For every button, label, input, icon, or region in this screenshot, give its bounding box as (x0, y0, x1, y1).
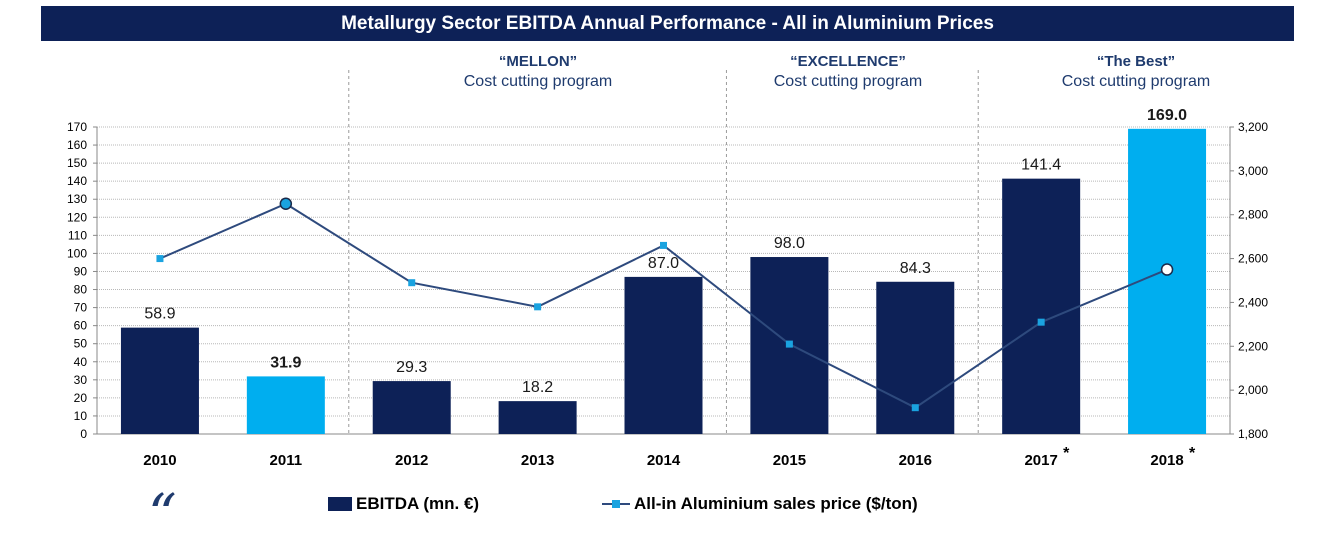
ebitda-bar (624, 276, 703, 434)
left-tick-label: 40 (74, 355, 88, 369)
program-name: “The Best” (1096, 53, 1176, 70)
price-marker (1037, 318, 1045, 326)
legend-ebitda-label: EBITDA (mn. €) (356, 494, 480, 513)
ebitda-data-label: 87.0 (648, 255, 679, 272)
left-tick-label: 160 (67, 138, 87, 152)
right-tick-label: 2,000 (1238, 383, 1268, 397)
program-desc: Cost cutting program (773, 73, 923, 90)
left-tick-label: 140 (67, 174, 87, 188)
price-marker (156, 255, 164, 263)
price-marker (1160, 263, 1174, 276)
legend-price: All-in Aluminium sales price ($/ton) (602, 494, 918, 514)
quote-icon: “ (148, 483, 177, 548)
ebitda-chart: 0 10 20 30 40 50 60 70 80 90 100 110 120 130 140 150 160… (67, 70, 1268, 469)
left-tick-label: 90 (74, 264, 88, 278)
x-tick-footnote-mark: * (1063, 445, 1070, 462)
left-tick-label: 120 (67, 210, 87, 224)
left-tick-label: 60 (74, 319, 88, 333)
ebitda-data-label: 98.0 (774, 235, 805, 252)
program-name: “MELLON” (498, 53, 578, 70)
legend-line-swatch (602, 497, 630, 511)
program-excellence: “EXCELLENCE” Cost cutting program (724, 52, 972, 92)
x-tick-label: 2011 (270, 452, 303, 469)
left-tick-label: 70 (74, 301, 88, 315)
legend-ebitda: EBITDA (mn. €) (328, 494, 479, 514)
right-tick-label: 2,200 (1238, 339, 1268, 353)
x-tick-label: 2018 (1150, 452, 1183, 469)
ebitda-bar (1002, 178, 1081, 434)
right-tick-label: 2,600 (1238, 252, 1268, 266)
program-desc: Cost cutting program (463, 73, 613, 90)
program-the-best: “The Best” Cost cutting program (1040, 52, 1232, 92)
price-marker (279, 197, 293, 210)
left-tick-label: 50 (74, 337, 88, 351)
right-tick-label: 2,400 (1238, 295, 1268, 309)
program-name: “EXCELLENCE” (790, 53, 906, 70)
x-tick-label: 2016 (899, 452, 932, 469)
left-tick-label: 100 (67, 246, 87, 260)
right-tick-label: 3,200 (1238, 120, 1268, 134)
ebitda-data-label: 169.0 (1147, 107, 1187, 124)
program-mellon: “MELLON” Cost cutting program (352, 52, 724, 92)
ebitda-data-label: 31.9 (270, 354, 301, 371)
program-desc: Cost cutting program (1061, 73, 1211, 90)
left-tick-label: 20 (74, 391, 88, 405)
ebitda-data-label: 84.3 (900, 260, 931, 277)
ebitda-data-label: 58.9 (144, 306, 175, 323)
ebitda-bar (246, 376, 325, 434)
left-tick-label: 0 (80, 427, 87, 441)
price-marker (660, 241, 667, 249)
price-marker (911, 404, 919, 412)
left-tick-label: 150 (67, 156, 87, 170)
right-tick-label: 1,800 (1238, 427, 1268, 441)
price-marker (534, 303, 542, 311)
x-tick-label: 2010 (143, 452, 176, 469)
x-tick-label: 2015 (773, 452, 806, 469)
x-tick-label: 2013 (521, 452, 554, 469)
left-tick-label: 170 (67, 120, 87, 134)
x-tick-label: 2012 (395, 452, 428, 469)
right-tick-label: 3,000 (1238, 164, 1268, 178)
chart-title: Metallurgy Sector EBITDA Annual Performa… (41, 6, 1294, 41)
price-marker (785, 340, 793, 348)
ebitda-data-label: 18.2 (522, 379, 553, 396)
right-tick-label: 2,800 (1238, 208, 1268, 222)
price-marker (408, 279, 416, 287)
left-tick-label: 80 (74, 283, 88, 297)
x-tick-footnote-mark: * (1189, 445, 1196, 462)
left-tick-label: 110 (68, 228, 87, 242)
ebitda-bar (372, 381, 451, 434)
legend-price-label: All-in Aluminium sales price ($/ton) (634, 494, 918, 513)
legend-bar-swatch (328, 497, 352, 511)
left-tick-label: 10 (74, 409, 88, 423)
x-tick-label: 2014 (647, 452, 681, 469)
ebitda-data-label: 29.3 (396, 359, 427, 376)
x-tick-label: 2017 (1024, 452, 1057, 469)
ebitda-data-label: 141.4 (1021, 157, 1061, 174)
left-tick-label: 30 (74, 373, 88, 387)
ebitda-bar (120, 327, 199, 434)
left-tick-label: 130 (67, 192, 87, 206)
ebitda-bar (498, 401, 577, 434)
